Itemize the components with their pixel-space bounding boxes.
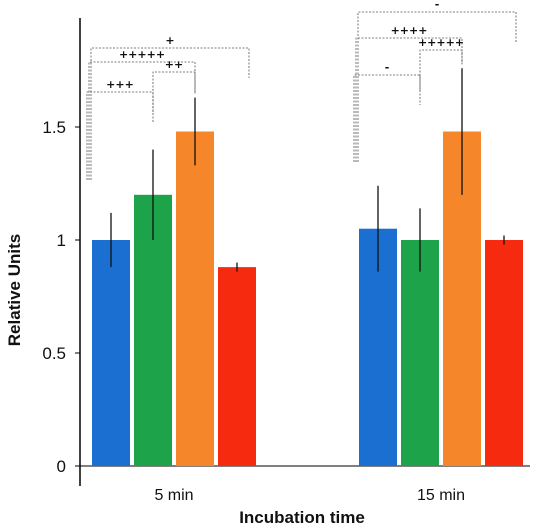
significance-bracket [152, 71, 196, 112]
significance-label: ++++ [391, 24, 428, 37]
y-tick-label: 0.5 [42, 344, 66, 363]
x-tick-label: 5 min [154, 487, 193, 504]
y-tick-label: 0 [57, 457, 66, 476]
significance-bracket [355, 37, 463, 162]
significance-bracket [353, 74, 421, 162]
significance-label: + [165, 34, 174, 47]
error-bars [110, 68, 505, 272]
significance-bracket [86, 91, 154, 180]
bar [485, 240, 523, 466]
significance-label: ++ [165, 58, 183, 71]
significance-label: - [385, 61, 390, 74]
significance-brackets: +++++++++++-+++++++++- [86, 0, 517, 180]
significance-label: - [435, 0, 440, 11]
bar [218, 267, 256, 466]
bar [401, 240, 439, 466]
significance-label: +++ [106, 78, 134, 91]
y-tick-label: 1.5 [42, 118, 66, 137]
significance-bracket [88, 61, 196, 180]
bar [176, 131, 214, 466]
significance-label: +++++ [119, 48, 165, 61]
y-tick-label: 1 [57, 231, 66, 250]
bars [92, 131, 523, 467]
significance-label: +++++ [418, 36, 464, 49]
y-axis-title: Relative Units [5, 234, 24, 346]
significance-bracket [419, 49, 463, 90]
significance-bracket [90, 47, 250, 180]
bar [92, 240, 130, 466]
x-tick-label: 15 min [417, 487, 465, 504]
significance-bracket [357, 11, 517, 162]
x-axis-title: Incubation time [239, 508, 365, 527]
